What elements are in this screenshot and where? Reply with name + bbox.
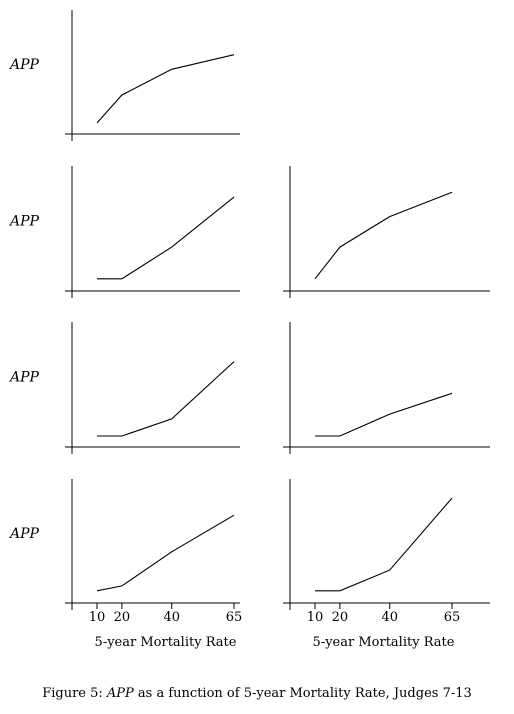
series-line-3 xyxy=(97,361,235,437)
y-axis-label-row-0: APP xyxy=(8,57,40,73)
x-tick-label-1-2: 40 xyxy=(381,610,398,625)
series-line-5 xyxy=(96,514,235,592)
x-tick-label-0-0: 10 xyxy=(89,610,106,625)
series-line-2 xyxy=(314,191,453,280)
caption-emph: APP xyxy=(106,686,134,701)
caption-suffix: as a function of 5-year Mortality Rate, … xyxy=(133,686,472,701)
series-line-6 xyxy=(315,497,453,592)
figure-caption: Figure 5: APP as a function of 5-year Mo… xyxy=(0,686,514,701)
y-axis-label-row-3: APP xyxy=(8,526,40,542)
x-tick-label-1-1: 20 xyxy=(332,610,349,625)
y-axis-label-row-2: APP xyxy=(8,370,40,386)
series-line-4 xyxy=(315,392,453,437)
x-tick-label-1-3: 65 xyxy=(444,610,461,625)
x-tick-label-1-0: 10 xyxy=(307,610,324,625)
x-tick-label-0-3: 65 xyxy=(226,610,243,625)
y-axis-label-row-1: APP xyxy=(8,214,40,230)
series-line-0 xyxy=(96,54,235,124)
x-tick-label-0-2: 40 xyxy=(163,610,180,625)
x-axis-label-col-1: 5-year Mortality Rate xyxy=(313,635,455,650)
x-axis-label-col-0: 5-year Mortality Rate xyxy=(95,635,237,650)
caption-prefix: Figure 5: xyxy=(42,686,107,701)
x-tick-label-0-1: 20 xyxy=(114,610,131,625)
series-line-1 xyxy=(97,196,235,280)
